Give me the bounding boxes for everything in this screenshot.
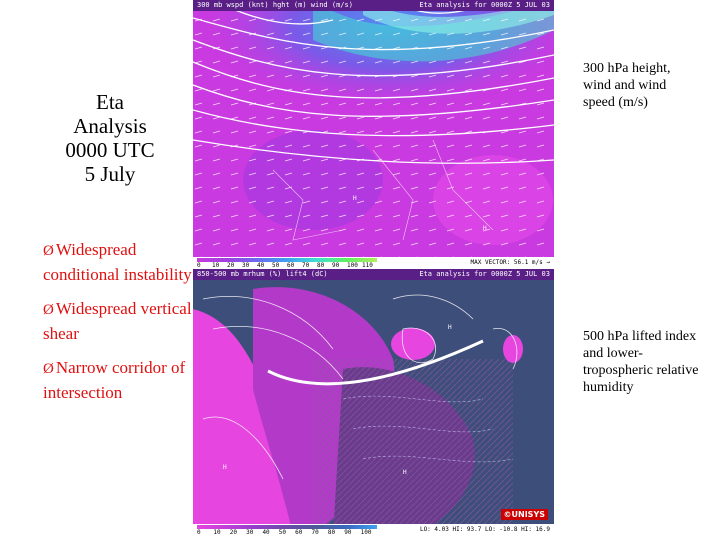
title-line-3: 0000 UTC [65, 138, 155, 162]
arrow-bullet-icon: Ø [43, 361, 54, 377]
top-scale-max-vector: MAX VECTOR: 56.1 m/s → [470, 259, 550, 266]
top-map-header-left: 300 mb wspd (knt) hght (m) wind (m/s) [197, 1, 353, 9]
top-map-caption: 300 hPa height, wind and wind speed (m/s… [583, 61, 671, 110]
upper-level-wind-map-image: H H [193, 0, 554, 269]
scale-tick: 0 [197, 529, 201, 536]
bullet-text: Widespread conditional instability [43, 240, 192, 284]
lifted-index-humidity-map: H H H 850-500 mb mrhum (%) lift4 (dC) Et… [193, 269, 554, 536]
bottom-map-caption: 500 hPa lifted index and lower-troposphe… [583, 329, 699, 395]
scale-tick: 100 [347, 262, 358, 269]
bullet-text: Widespread vertical shear [43, 299, 192, 343]
arrow-bullet-icon: Ø [43, 302, 54, 318]
top-map-header-right: Eta analysis for 0000Z 5 JUL 03 [419, 1, 550, 9]
bottom-scale-gradient [197, 525, 377, 529]
bottom-scale-ticks: 0 10 20 30 40 50 60 70 80 90 100 [197, 529, 377, 536]
scale-tick: 100 [360, 529, 372, 536]
scale-tick: 90 [332, 262, 340, 269]
svg-text:H: H [353, 195, 357, 202]
scale-tick: 70 [302, 262, 310, 269]
scale-tick: 20 [227, 262, 235, 269]
svg-text:H: H [403, 469, 407, 476]
scale-tick: 50 [272, 262, 280, 269]
title-line-4: 5 July [84, 162, 136, 186]
scale-tick: 40 [257, 262, 265, 269]
top-map-header: 300 mb wspd (knt) hght (m) wind (m/s) Et… [193, 0, 554, 11]
bullet-item: Ø Widespread conditional instability [43, 238, 193, 287]
scale-tick: 80 [327, 529, 336, 536]
bottom-map-color-scale: 0 10 20 30 40 50 60 70 80 90 100 LO: 4.0… [193, 524, 554, 536]
unisys-logo: ©UNISYS [500, 509, 548, 520]
scale-tick: 0 [197, 262, 201, 269]
scale-tick: 50 [278, 529, 287, 536]
svg-text:H: H [448, 324, 452, 331]
scale-tick: 30 [242, 262, 250, 269]
scale-tick: 20 [229, 529, 237, 536]
scale-tick: 10 [212, 262, 220, 269]
slide-title: Eta Analysis 0000 UTC 5 July [40, 90, 180, 186]
scale-tick: 90 [344, 529, 352, 536]
scale-tick: 60 [295, 529, 303, 536]
bullet-item: Ø Widespread vertical shear [43, 297, 193, 346]
scale-tick: 60 [287, 262, 295, 269]
scale-tick: 30 [246, 529, 254, 536]
scale-tick: 40 [262, 529, 270, 536]
svg-text:H: H [223, 464, 227, 471]
upper-level-wind-map: H H 300 mb wspd (knt) hght (m) wind (m/s… [193, 0, 554, 269]
bottom-map-header-left: 850-500 mb mrhum (%) lift4 (dC) [197, 270, 328, 278]
scale-tick: 10 [213, 529, 221, 536]
top-scale-ticks: 0 10 20 30 40 50 60 70 80 90 100 110 [197, 262, 377, 269]
bottom-scale-extremes: LO: 4.03 HI: 93.7 LO: -10.8 HI: 16.9 [419, 526, 550, 533]
scale-tick: 80 [317, 262, 325, 269]
scale-tick: 110 [362, 262, 373, 269]
bullet-list: Ø Widespread conditional instability Ø Wid… [43, 238, 193, 415]
title-line-2: Analysis [73, 114, 147, 138]
bullet-item: Ø Narrow corridor of intersection [43, 356, 193, 405]
bottom-map-header-right: Eta analysis for 0000Z 5 JUL 03 [419, 270, 550, 278]
scale-tick: 70 [311, 529, 319, 536]
bullet-text: Narrow corridor of intersection [43, 358, 186, 402]
top-scale-gradient [197, 258, 377, 262]
top-map-color-scale: 0 10 20 30 40 50 60 70 80 90 100 110 MAX… [193, 257, 554, 269]
arrow-bullet-icon: Ø [43, 243, 54, 259]
title-line-1: Eta [96, 90, 124, 114]
svg-text:H: H [483, 225, 487, 232]
bottom-map-header: 850-500 mb mrhum (%) lift4 (dC) Eta anal… [193, 269, 554, 280]
lifted-index-humidity-map-image: H H H [193, 269, 554, 536]
